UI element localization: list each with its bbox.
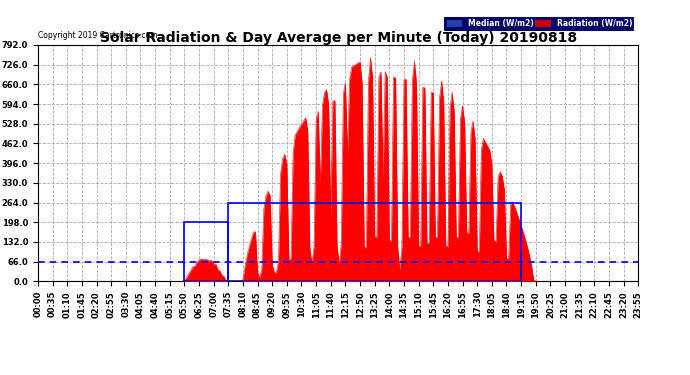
Text: Copyright 2019 Cartronics.com: Copyright 2019 Cartronics.com [38, 31, 157, 40]
Legend: Median (W/m2), Radiation (W/m2): Median (W/m2), Radiation (W/m2) [444, 17, 634, 30]
Bar [228, 202, 521, 281]
Title: Solar Radiation & Day Average per Minute (Today) 20190818: Solar Radiation & Day Average per Minute… [99, 31, 577, 45]
Bar [184, 222, 228, 281]
